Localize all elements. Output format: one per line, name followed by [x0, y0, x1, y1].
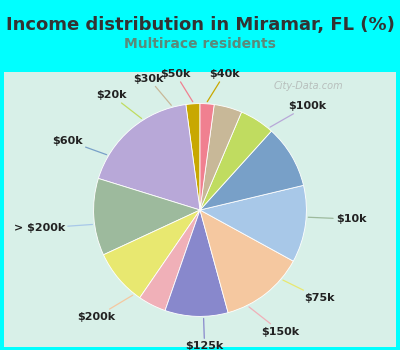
Text: $50k: $50k — [160, 69, 193, 102]
Wedge shape — [200, 112, 271, 210]
Text: Multirace residents: Multirace residents — [124, 37, 276, 51]
Text: City-Data.com: City-Data.com — [273, 81, 343, 91]
FancyBboxPatch shape — [4, 72, 396, 346]
Text: $125k: $125k — [186, 318, 224, 350]
Text: $200k: $200k — [78, 295, 133, 322]
Wedge shape — [94, 178, 200, 255]
Wedge shape — [140, 210, 200, 310]
Text: $10k: $10k — [308, 214, 366, 224]
Wedge shape — [200, 131, 304, 210]
Wedge shape — [165, 210, 228, 316]
Text: $30k: $30k — [134, 74, 171, 105]
Text: $150k: $150k — [249, 307, 300, 337]
Text: $60k: $60k — [52, 135, 107, 155]
Wedge shape — [98, 105, 200, 210]
Text: $40k: $40k — [207, 69, 240, 102]
Wedge shape — [200, 104, 214, 210]
Wedge shape — [200, 210, 293, 313]
Text: Income distribution in Miramar, FL (%): Income distribution in Miramar, FL (%) — [6, 16, 394, 34]
Text: $20k: $20k — [96, 90, 142, 119]
Text: $75k: $75k — [283, 280, 334, 303]
Wedge shape — [104, 210, 200, 298]
Wedge shape — [200, 186, 306, 261]
Wedge shape — [186, 104, 200, 210]
Wedge shape — [200, 105, 242, 210]
Text: > $200k: > $200k — [14, 223, 92, 233]
Text: $100k: $100k — [270, 101, 326, 127]
